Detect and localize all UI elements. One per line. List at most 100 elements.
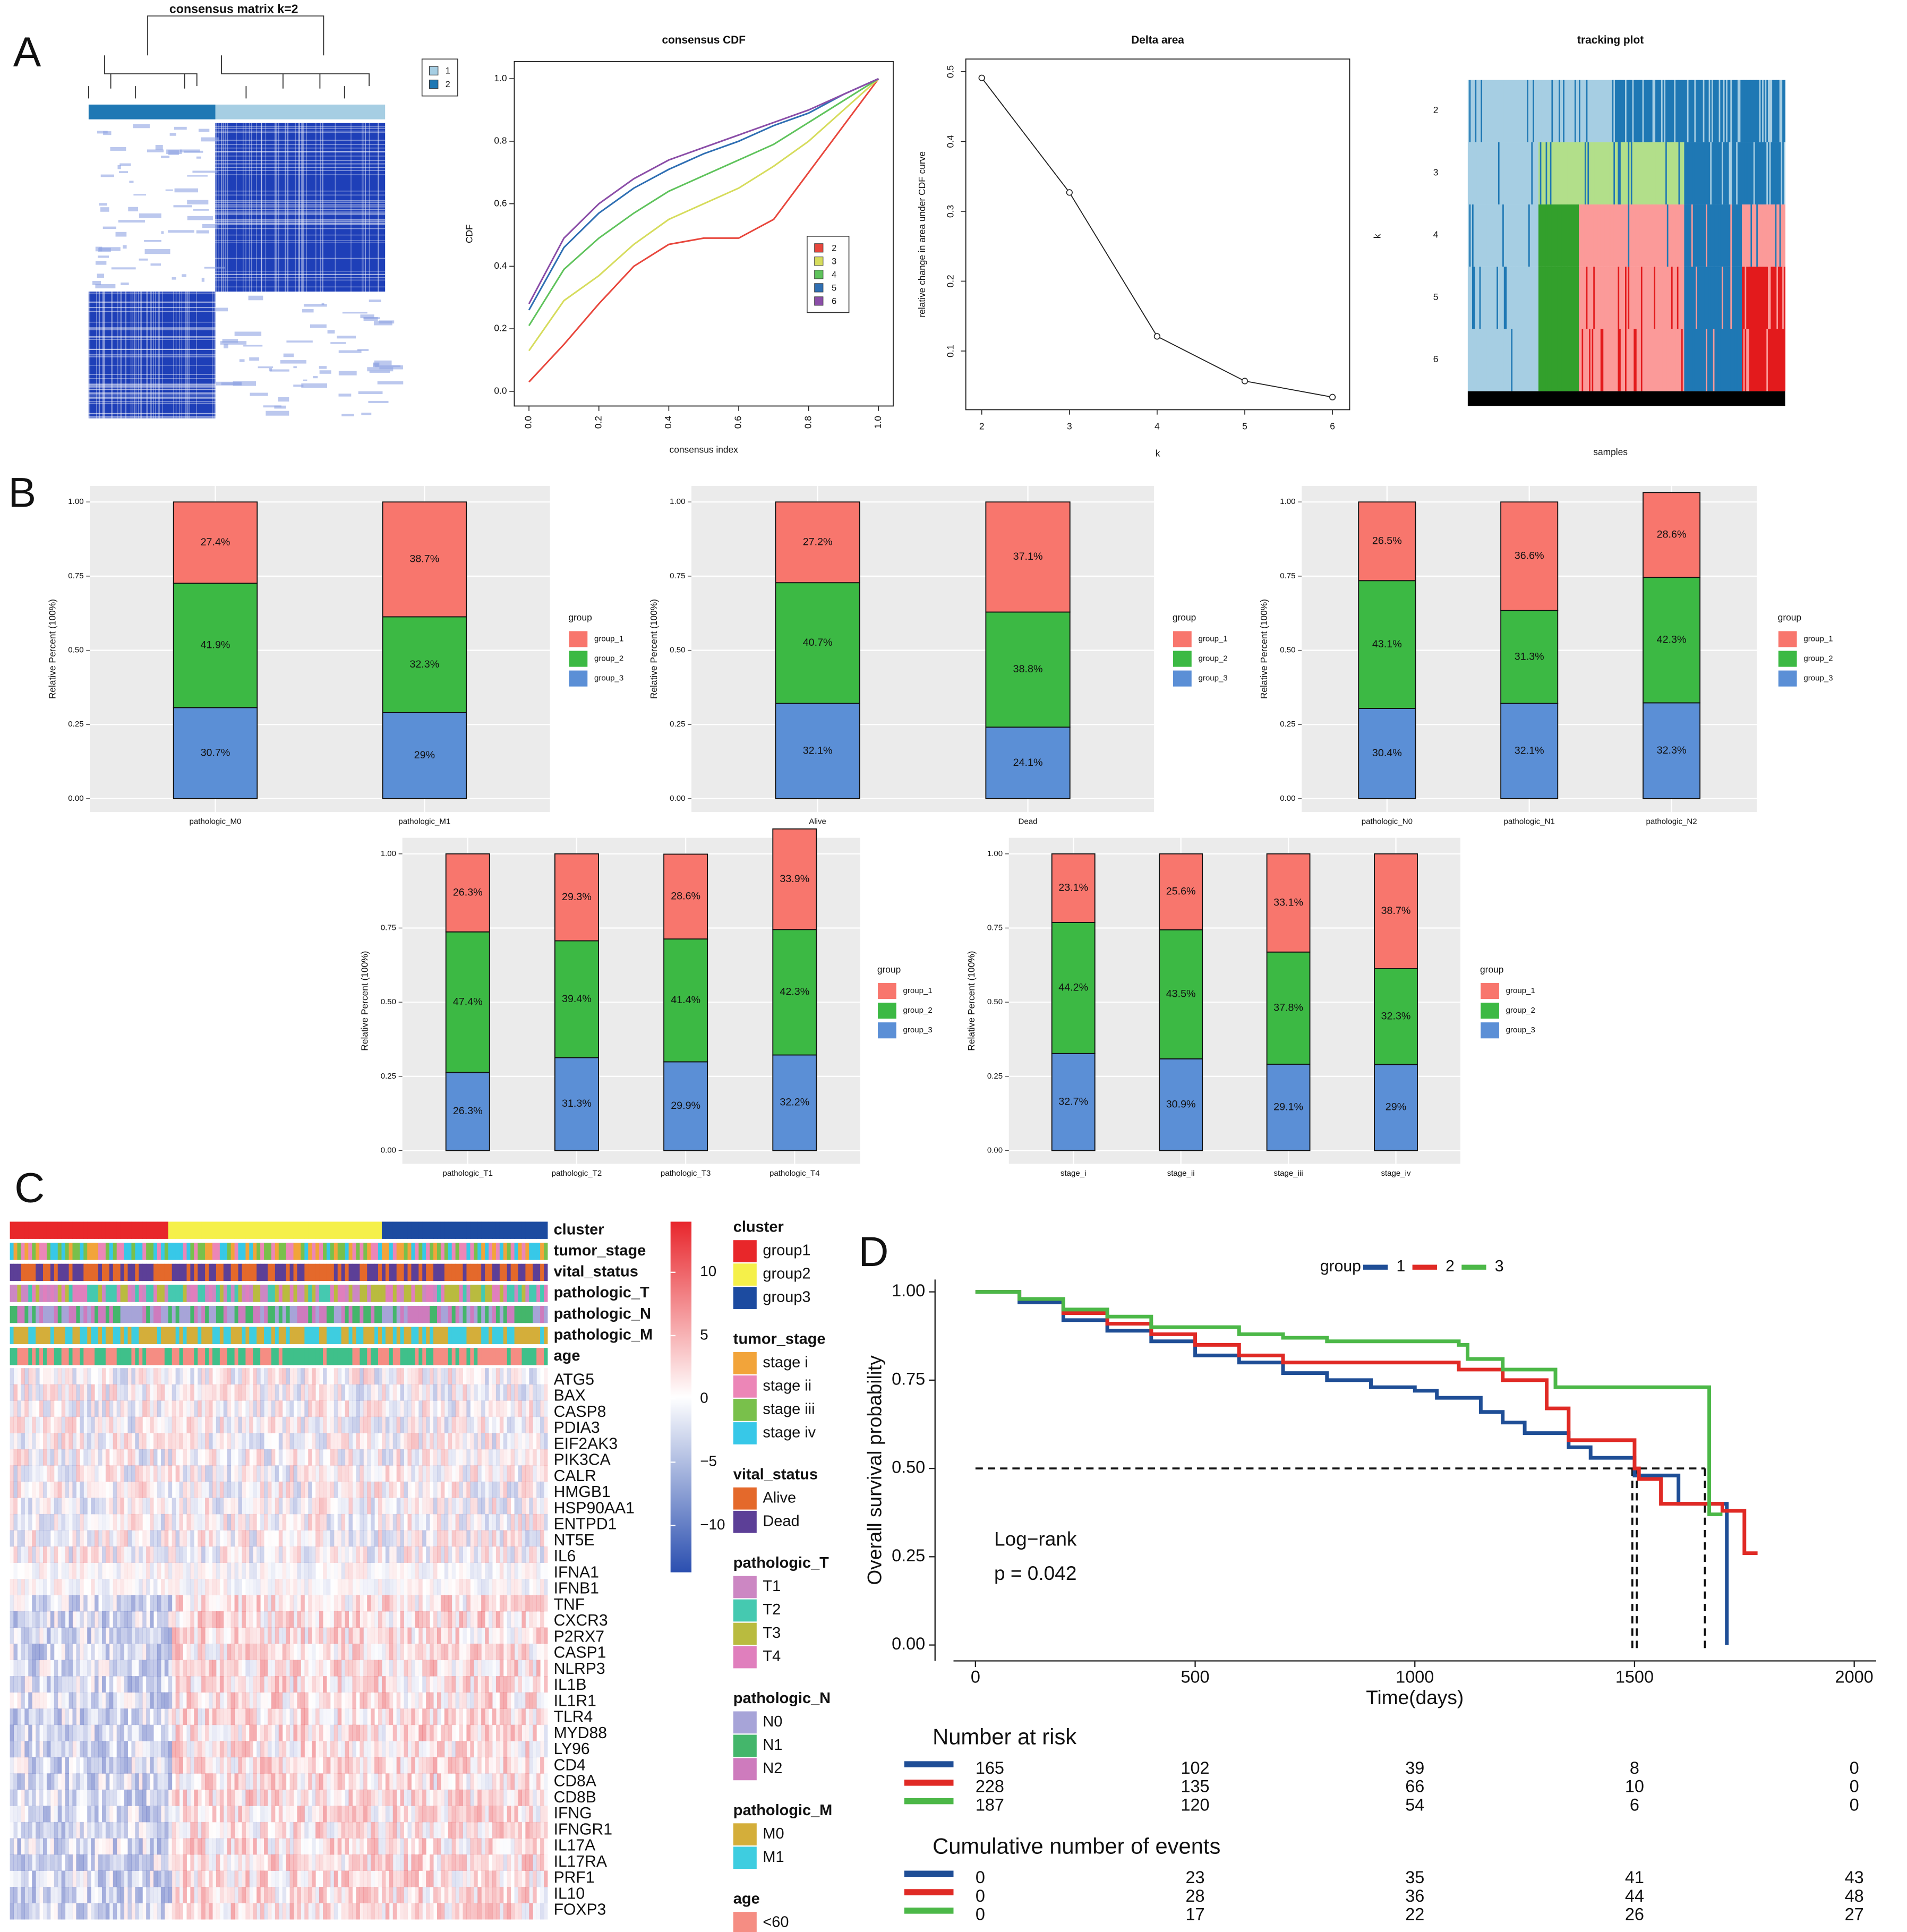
heatmap-cell xyxy=(418,1449,423,1466)
heatmap-cell xyxy=(477,1530,482,1547)
annotation-cell xyxy=(150,1327,154,1344)
annotation-cell xyxy=(363,1348,367,1365)
heatmap-cell xyxy=(256,1368,261,1385)
heatmap-cell xyxy=(474,1481,478,1498)
heatmap-cell xyxy=(381,1384,386,1401)
heatmap-cell xyxy=(235,1449,238,1466)
heatmap-cell xyxy=(385,1578,390,1595)
heatmap-cell xyxy=(503,1578,508,1595)
heatmap-cell xyxy=(278,1416,283,1433)
heatmap-cell xyxy=(338,1482,341,1498)
x-tick-label: 0.6 xyxy=(733,416,743,429)
tracking-cell xyxy=(1646,142,1648,205)
heatmap-cell xyxy=(477,1384,481,1401)
heatmap-cell xyxy=(264,1595,268,1612)
legend-label: group_3 xyxy=(594,674,623,683)
heatmap-cell xyxy=(327,1449,330,1466)
heatmap-cell xyxy=(381,1578,386,1595)
heatmap-cell xyxy=(139,1433,143,1450)
tracking-cell xyxy=(1771,267,1773,329)
heatmap-cell xyxy=(76,1498,80,1515)
heatmap-cell xyxy=(256,1481,261,1498)
matrix-streak xyxy=(187,123,189,418)
annotation-cell xyxy=(323,1305,327,1323)
heatmap-cell xyxy=(101,1578,106,1595)
tracking-cell xyxy=(1700,142,1702,205)
tracking-cell xyxy=(1648,267,1650,329)
legend-swatch xyxy=(814,257,824,266)
heatmap-cell xyxy=(507,1498,511,1515)
tracking-cell xyxy=(1652,267,1654,329)
matrix-streak xyxy=(338,350,362,353)
tracking-cell xyxy=(1594,204,1597,267)
heatmap-cell xyxy=(378,1433,382,1449)
heatmap-cell xyxy=(83,1514,88,1531)
heatmap-cell xyxy=(105,1530,110,1547)
heatmap-cell xyxy=(308,1400,312,1417)
heatmap-cell xyxy=(39,1449,44,1466)
heatmap-cell xyxy=(326,1514,331,1531)
heatmap-cell xyxy=(179,1400,183,1417)
heatmap-cell xyxy=(283,1449,286,1466)
tracking-cell xyxy=(1723,267,1725,329)
annotation-cell xyxy=(245,1348,250,1365)
x-tick-label: pathologic_N1 xyxy=(1504,817,1555,826)
annotation-cell xyxy=(216,1305,220,1323)
heatmap-cell xyxy=(17,1611,21,1628)
heatmap-cell xyxy=(495,1384,500,1401)
tracking-cell xyxy=(1533,329,1535,391)
heatmap-cell xyxy=(304,1449,308,1466)
heatmap-cell xyxy=(36,1465,40,1482)
heatmap-cell xyxy=(175,1595,180,1612)
tracking-cell xyxy=(1744,267,1747,329)
heatmap-cell xyxy=(194,1530,198,1546)
heatmap-cell xyxy=(54,1400,58,1417)
heatmap-cell xyxy=(304,1481,309,1498)
tracking-cell xyxy=(1515,204,1517,267)
legend-label: group_1 xyxy=(594,634,623,643)
annotation-cell xyxy=(216,1243,220,1260)
heatmap-cell xyxy=(327,1400,330,1417)
tracking-cell xyxy=(1612,142,1614,205)
tracking-cell xyxy=(1487,142,1490,205)
annotation-cell xyxy=(153,1305,158,1323)
annotation-cell xyxy=(76,1285,80,1302)
y-tick-label: 0.75 xyxy=(670,571,685,580)
annotation-cell xyxy=(183,1305,187,1323)
heatmap-cell xyxy=(544,1514,548,1531)
tracking-cell xyxy=(1519,142,1521,205)
tracking-cell xyxy=(1479,329,1481,391)
annotation-cell xyxy=(430,1263,434,1281)
heatmap-cell xyxy=(489,1595,493,1612)
tracking-cell xyxy=(1684,142,1686,205)
heatmap-cell xyxy=(297,1546,301,1563)
tracking-cell xyxy=(1528,204,1530,267)
heatmap-cell xyxy=(536,1384,541,1401)
heatmap-cell xyxy=(209,1562,212,1579)
annotation-cell xyxy=(348,1305,353,1323)
heatmap-cell xyxy=(198,1416,202,1433)
heatmap-cell xyxy=(160,1514,165,1531)
heatmap-cell xyxy=(113,1530,117,1547)
tracking-cell xyxy=(1694,80,1696,142)
heatmap-cell xyxy=(165,1482,168,1498)
tracking-cell xyxy=(1517,267,1519,329)
annotation-cell xyxy=(242,1348,246,1365)
heatmap-cell xyxy=(489,1514,493,1531)
heatmap-cell xyxy=(205,1368,209,1385)
annotation-cell xyxy=(389,1348,394,1365)
heatmap-cell xyxy=(286,1562,290,1579)
annotation-cell xyxy=(131,1285,135,1302)
annotation-cell xyxy=(426,1221,430,1239)
heatmap-cell xyxy=(470,1514,474,1531)
heatmap-cell xyxy=(116,1368,121,1385)
tracking-cell xyxy=(1750,204,1752,267)
tracking-cell xyxy=(1476,267,1478,329)
y-tick-label: 2 xyxy=(1433,105,1439,115)
annotation-cell xyxy=(21,1221,25,1239)
heatmap-cell xyxy=(116,1595,121,1612)
heatmap-cell xyxy=(87,1368,91,1385)
x-axis-label: consensus index xyxy=(670,444,739,455)
heatmap-cell xyxy=(385,1465,390,1482)
heatmap-cell xyxy=(212,1400,217,1417)
